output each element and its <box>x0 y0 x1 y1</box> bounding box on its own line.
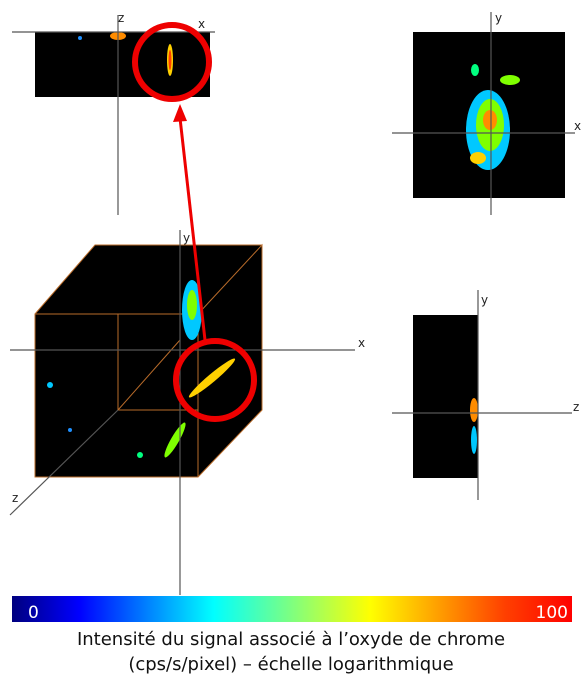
signal <box>470 398 478 422</box>
image <box>413 315 478 478</box>
axis-label: y <box>481 293 488 307</box>
axis-label: y <box>183 231 190 245</box>
arrow-head <box>173 104 187 122</box>
caption: (cps/s/pixel) – échelle logarithmique <box>128 654 453 675</box>
image <box>35 245 262 477</box>
colorbar-min-label: 0 <box>28 603 39 623</box>
colorbar: 0 100 <box>12 596 572 623</box>
panel-bottom-right: y z <box>392 290 579 500</box>
panel-top-right: y x <box>392 11 581 215</box>
highlight-circle <box>132 22 212 102</box>
axis-label: x <box>198 17 205 31</box>
axis-label: y <box>495 11 502 25</box>
edge <box>34 244 262 315</box>
edge <box>34 313 199 478</box>
axis-label: x <box>358 336 365 350</box>
axis-label: z <box>118 11 124 25</box>
edge <box>197 243 263 478</box>
panel-top-left: z x <box>12 11 215 215</box>
edge <box>117 339 181 411</box>
axis-label: x <box>574 119 581 133</box>
caption: Intensité du signal associé à l’oxyde de… <box>77 629 505 650</box>
colorbar-max-label: 100 <box>536 603 568 623</box>
signal <box>471 426 477 454</box>
signal <box>483 110 497 130</box>
signal <box>68 428 72 432</box>
signal <box>470 152 486 164</box>
signal <box>187 290 197 320</box>
signal <box>168 50 172 70</box>
signal <box>188 358 236 398</box>
signal <box>471 64 479 76</box>
axis-label: z <box>12 491 18 505</box>
signal <box>500 75 520 85</box>
arrow <box>178 117 207 341</box>
colorbar-gradient <box>12 596 572 622</box>
axis <box>9 409 119 516</box>
highlight-circle <box>173 338 257 422</box>
axis-label: z <box>573 400 579 414</box>
image <box>35 32 128 97</box>
signal <box>47 382 53 388</box>
signal <box>78 36 82 40</box>
signal <box>137 452 143 458</box>
panel-cube: y x z <box>9 104 365 595</box>
